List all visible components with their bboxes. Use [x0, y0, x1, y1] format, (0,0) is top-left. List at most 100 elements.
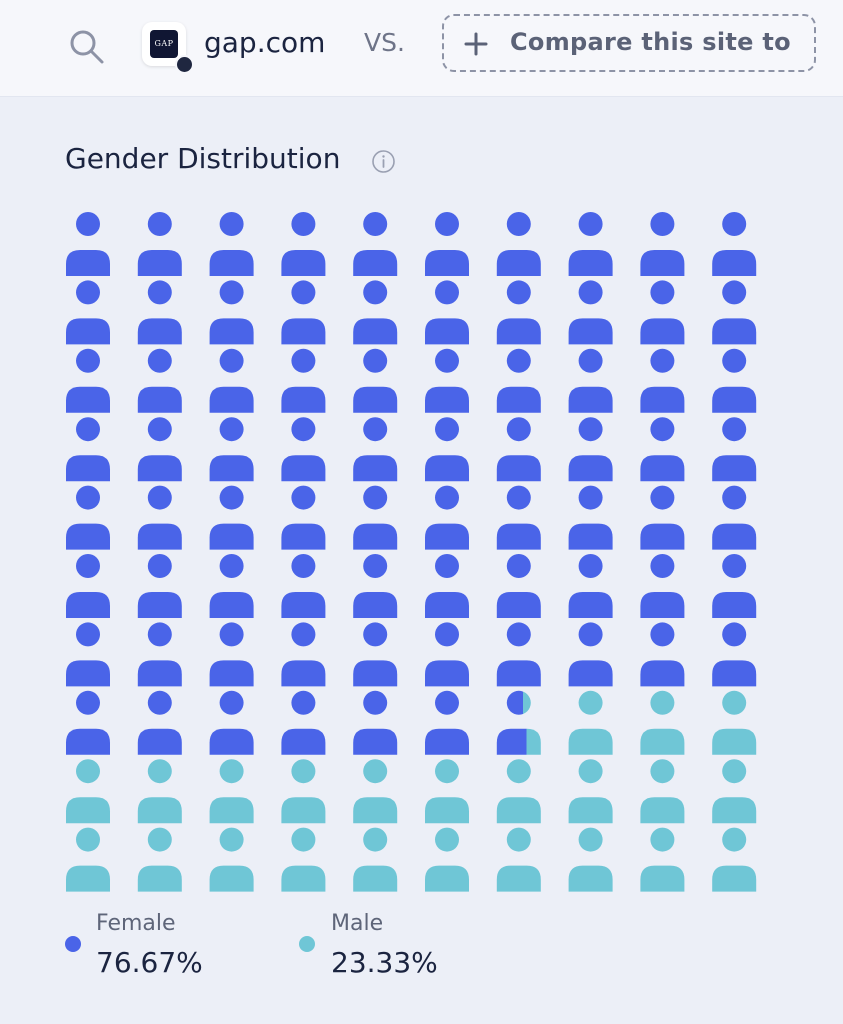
- person-icon: [712, 280, 757, 345]
- person-head: [363, 280, 388, 305]
- person-icon: [209, 417, 254, 482]
- top-bar: GAP gap.com VS. Compare this site to: [0, 0, 843, 97]
- legend-label-male: Male: [331, 911, 384, 936]
- site-name[interactable]: gap.com: [204, 26, 326, 59]
- person-head: [219, 690, 244, 715]
- legend-value-male: 23.33%: [331, 946, 438, 979]
- person-icon: [496, 280, 541, 345]
- person-icon: [137, 622, 182, 687]
- person-icon: [209, 622, 254, 687]
- person-head: [363, 417, 388, 442]
- person-head: [578, 759, 603, 784]
- person-icon: [353, 417, 398, 482]
- person-body: [353, 455, 398, 482]
- person-icon: [425, 759, 469, 824]
- info-icon[interactable]: [371, 149, 396, 174]
- person-body: [137, 250, 182, 276]
- person-icon: [353, 690, 398, 755]
- person-body: [66, 250, 110, 276]
- person-body: [66, 865, 110, 892]
- person-icon: [66, 348, 110, 413]
- person-head: [650, 417, 675, 442]
- person-head: [506, 554, 531, 578]
- search-icon[interactable]: [66, 26, 106, 66]
- person-head: [291, 554, 316, 578]
- person-icon: [209, 212, 254, 276]
- person-head: [578, 348, 603, 373]
- person-head: [219, 212, 244, 237]
- person-icon: [353, 759, 398, 824]
- person-body: [353, 318, 398, 345]
- person-body: [496, 386, 541, 413]
- person-head: [219, 280, 244, 305]
- person-icon: [496, 212, 541, 276]
- person-body: [640, 660, 685, 687]
- person-body: [66, 386, 110, 413]
- person-body: [209, 318, 254, 345]
- person-head: [578, 212, 603, 237]
- person-body: [209, 386, 254, 413]
- person-icon: [425, 212, 469, 276]
- person-body: [425, 660, 469, 687]
- person-head: [435, 280, 459, 305]
- person-body: [281, 592, 326, 618]
- person-icon: [66, 212, 110, 276]
- person-head: [147, 690, 172, 715]
- person-icon: [425, 485, 469, 550]
- legend-value-female: 76.67%: [96, 946, 203, 979]
- person-head: [650, 554, 675, 578]
- person-icon: [209, 690, 254, 755]
- person-icon: [353, 348, 398, 413]
- person-icon: [353, 485, 398, 550]
- person-body: [496, 318, 541, 345]
- person-head: [435, 554, 459, 578]
- person-icon: [712, 417, 757, 482]
- person-body: [568, 386, 613, 413]
- person-head: [76, 212, 100, 236]
- person-icon: [496, 485, 541, 550]
- compare-site-button[interactable]: Compare this site to: [442, 14, 816, 72]
- person-icon: [640, 690, 685, 755]
- person-body: [137, 386, 182, 413]
- person-body: [353, 523, 398, 550]
- person-head: [578, 690, 603, 715]
- person-head: [219, 759, 244, 784]
- person-body: [353, 660, 398, 687]
- person-icon: [425, 827, 469, 892]
- person-icon: [209, 280, 254, 345]
- person-head: [76, 485, 100, 510]
- person-icon: [209, 759, 254, 824]
- person-icon: [66, 417, 110, 482]
- person-head: [722, 485, 747, 510]
- person-icon: [209, 827, 254, 892]
- person-body: [137, 455, 182, 482]
- person-body: [496, 592, 541, 618]
- person-icon: [712, 622, 757, 687]
- person-body: [137, 728, 182, 755]
- person-body: [496, 523, 541, 550]
- person-icon: [137, 759, 182, 824]
- person-head: [363, 690, 388, 715]
- person-head: [578, 280, 603, 305]
- person-body: [640, 523, 685, 550]
- person-body: [209, 523, 254, 550]
- person-head: [363, 759, 388, 784]
- person-body: [137, 523, 182, 550]
- person-head: [147, 212, 172, 237]
- person-head: [506, 759, 531, 784]
- person-body: [712, 455, 757, 482]
- person-icon: [712, 759, 757, 824]
- person-icon: [712, 827, 757, 892]
- person-icon: [640, 759, 685, 824]
- person-body: [712, 660, 757, 687]
- person-icon: [640, 485, 685, 550]
- person-icon: [568, 485, 613, 550]
- person-head: [147, 348, 172, 373]
- person-body: [640, 386, 685, 413]
- person-head: [722, 212, 747, 237]
- person-body: [712, 250, 757, 276]
- person-body: [640, 592, 685, 618]
- person-icon: [568, 622, 613, 687]
- person-icon: [425, 417, 469, 482]
- person-head: [363, 212, 388, 237]
